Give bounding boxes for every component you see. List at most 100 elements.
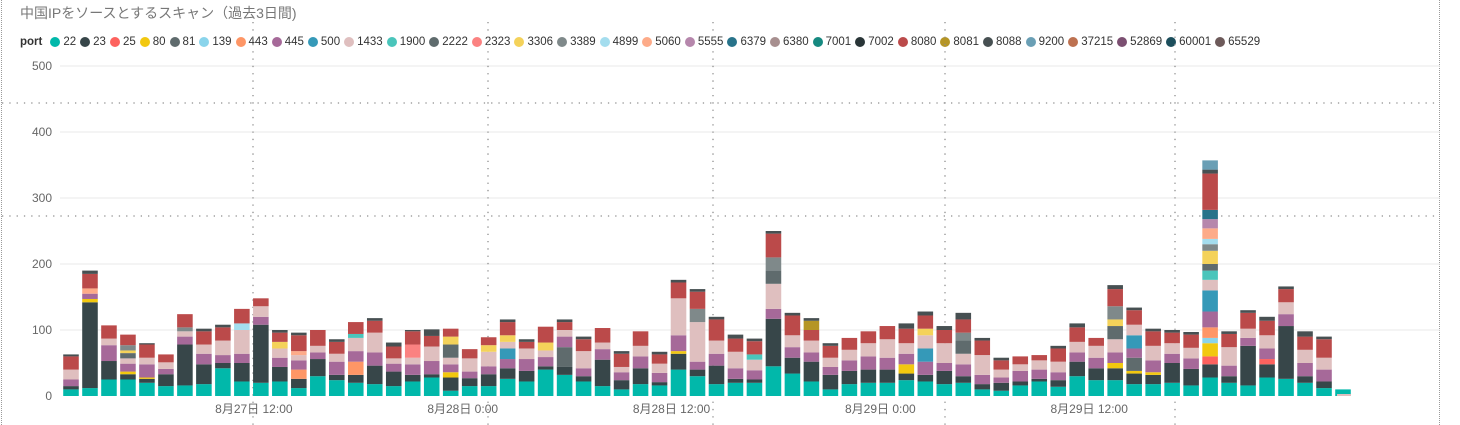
bar-segment-445[interactable] xyxy=(1107,352,1123,363)
bar-segment-80[interactable] xyxy=(670,351,687,354)
bar-segment-1433[interactable] xyxy=(1183,347,1199,359)
bar-segment-8088[interactable] xyxy=(1221,331,1237,334)
bar-segment-445[interactable] xyxy=(879,357,896,370)
bar-segment-8088[interactable] xyxy=(291,332,307,336)
bar-segment-1433[interactable] xyxy=(480,351,497,367)
bar-segment-8080[interactable] xyxy=(898,328,915,344)
bar-segment-80[interactable] xyxy=(898,364,915,374)
bar-segment-25[interactable] xyxy=(1259,359,1275,365)
bar-segment-23[interactable] xyxy=(120,374,136,380)
bar-segment-1433[interactable] xyxy=(215,340,231,356)
legend-item-5555[interactable]: 5555 xyxy=(684,36,723,48)
bar-segment-23[interactable] xyxy=(461,378,478,387)
bar-segment-8088[interactable] xyxy=(1240,310,1256,313)
bar-segment-445[interactable] xyxy=(613,372,630,381)
bar-segment-445[interactable] xyxy=(860,356,877,370)
bar-segment-22[interactable] xyxy=(291,388,307,396)
bar-segment-1433[interactable] xyxy=(291,355,307,361)
bar-segment-8080[interactable] xyxy=(63,356,79,370)
bar-segment-22[interactable] xyxy=(556,374,573,396)
bar-segment-23[interactable] xyxy=(63,386,79,390)
bar-segment-23[interactable] xyxy=(385,371,402,387)
bar-segment-1433[interactable] xyxy=(101,338,117,346)
bar-segment-23[interactable] xyxy=(1164,363,1180,383)
bar-segment-23[interactable] xyxy=(556,366,573,375)
bar-segment-22[interactable] xyxy=(366,384,383,396)
bar-segment-8080[interactable] xyxy=(461,349,478,359)
bar-segment-445[interactable] xyxy=(708,353,725,366)
bar-segment-8088[interactable] xyxy=(196,328,212,332)
bar-segment-8088[interactable] xyxy=(993,357,1010,361)
bar-segment-3306[interactable] xyxy=(537,342,554,351)
bar-segment-1433[interactable] xyxy=(841,349,858,361)
bar-segment-8080[interactable] xyxy=(1050,348,1067,362)
bar-segment-8080[interactable] xyxy=(120,334,136,346)
bar-segment-8088[interactable] xyxy=(746,338,763,342)
bar-segment-1433[interactable] xyxy=(63,369,79,380)
bar-segment-2222[interactable] xyxy=(442,344,459,358)
bar-segment-445[interactable] xyxy=(366,352,383,366)
bar-segment-23[interactable] xyxy=(347,374,364,383)
legend-item-6380[interactable]: 6380 xyxy=(770,36,809,48)
bar-segment-3306[interactable] xyxy=(917,328,934,336)
bar-segment-22[interactable] xyxy=(139,382,155,396)
bar-segment-8088[interactable] xyxy=(1259,316,1275,321)
bar-segment-445[interactable] xyxy=(82,293,98,299)
bar-segment-8080[interactable] xyxy=(404,331,421,345)
bar-segment-445[interactable] xyxy=(329,361,345,375)
bar-segment-22[interactable] xyxy=(1107,380,1123,396)
bar-segment-22[interactable] xyxy=(518,381,535,396)
bar-segment-8088[interactable] xyxy=(385,342,402,347)
bar-segment-8080[interactable] xyxy=(632,331,649,346)
bar-segment-22[interactable] xyxy=(1259,377,1275,396)
bar-segment-8080[interactable] xyxy=(936,330,953,344)
bar-segment-8080[interactable] xyxy=(651,354,668,364)
legend-item-4899[interactable]: 4899 xyxy=(599,36,638,48)
bar-segment-1433[interactable] xyxy=(822,357,839,367)
bar-segment-8080[interactable] xyxy=(575,339,592,352)
bar-segment-22[interactable] xyxy=(936,384,953,396)
bar-segment-8080[interactable] xyxy=(310,330,326,346)
bar-segment-1433[interactable] xyxy=(1202,279,1218,291)
bar-segment-445[interactable] xyxy=(974,374,991,385)
bar-segment-23[interactable] xyxy=(272,366,288,382)
bar-segment-22[interactable] xyxy=(215,368,231,396)
bar-segment-22[interactable] xyxy=(841,384,858,396)
bar-segment-23[interactable] xyxy=(841,370,858,385)
bar-segment-23[interactable] xyxy=(784,357,801,374)
bar-segment-8088[interactable] xyxy=(82,270,98,274)
bar-segment-22[interactable] xyxy=(689,376,706,396)
legend-item-22[interactable]: 22 xyxy=(50,36,76,48)
bar-segment-8080[interactable] xyxy=(746,341,763,355)
bar-segment-8088[interactable] xyxy=(1050,345,1067,349)
bar-segment-8080[interactable] xyxy=(803,330,820,341)
bar-segment-8088[interactable] xyxy=(404,330,421,332)
bar-segment-445[interactable] xyxy=(594,349,611,360)
bar-segment-22[interactable] xyxy=(63,389,79,396)
bar-segment-8080[interactable] xyxy=(1069,327,1085,342)
bar-segment-1433[interactable] xyxy=(1164,343,1180,354)
bar-segment-445[interactable] xyxy=(917,361,934,375)
bar-segment-1433[interactable] xyxy=(689,322,706,362)
bar-segment-22[interactable] xyxy=(196,384,212,396)
bar-segment-2222[interactable] xyxy=(955,340,972,354)
bar-segment-1433[interactable] xyxy=(366,332,383,353)
legend-item-25[interactable]: 25 xyxy=(109,36,136,48)
bar-segment-8088[interactable] xyxy=(1069,323,1085,328)
bar-segment-23[interactable] xyxy=(917,374,934,382)
bar-segment-8080[interactable] xyxy=(253,298,269,307)
bar-segment-23[interactable] xyxy=(632,368,649,385)
bar-segment-445[interactable] xyxy=(1297,363,1313,377)
bar-segment-500[interactable] xyxy=(917,348,934,362)
bar-segment-23[interactable] xyxy=(1240,345,1256,386)
bar-segment-23[interactable] xyxy=(765,318,782,367)
bar-segment-22[interactable] xyxy=(1088,380,1104,396)
bar-segment-22[interactable] xyxy=(1164,382,1180,396)
bar-segment-1433[interactable] xyxy=(651,363,668,373)
bar-segment-23[interactable] xyxy=(1031,378,1048,382)
bar-segment-8080[interactable] xyxy=(727,338,744,352)
bar-segment-8080[interactable] xyxy=(708,319,725,341)
bar-segment-22[interactable] xyxy=(974,389,991,396)
bar-segment-22[interactable] xyxy=(746,382,763,396)
bar-segment-1433[interactable] xyxy=(499,341,516,349)
